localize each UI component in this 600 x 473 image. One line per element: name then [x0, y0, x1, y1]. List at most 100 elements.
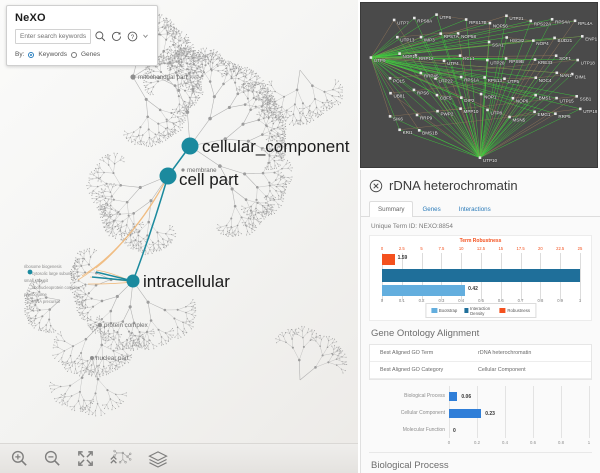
help-icon[interactable]: ?: [126, 30, 139, 43]
refresh-icon[interactable]: [110, 30, 123, 43]
gene-node-label[interactable]: RPS4A: [555, 19, 572, 25]
radio-genes-label[interactable]: Genes: [80, 51, 101, 58]
gene-node-label[interactable]: UTP22: [438, 78, 453, 84]
gene-node-label[interactable]: RPS13: [487, 77, 503, 83]
gene-node-label[interactable]: SIK6: [393, 116, 404, 122]
ontology-tree-panel[interactable]: cellular_component cell part intracellul…: [0, 0, 358, 473]
collapse-network-icon[interactable]: [109, 449, 133, 468]
gene-node-label[interactable]: RPS8A: [417, 18, 434, 24]
gridline: [580, 253, 581, 301]
gene-node-label[interactable]: UTP10: [483, 158, 498, 164]
top-axis-tick: 17.5: [516, 246, 525, 251]
gene-node-label[interactable]: UTP15: [559, 98, 575, 104]
gene-node-label[interactable]: RRP12: [419, 55, 435, 61]
gene-node-label[interactable]: UTP7: [397, 20, 410, 26]
go-term-key: Best Aligned GO Term: [380, 350, 434, 356]
term-detail-panel[interactable]: rDNA heterochromatin Summary Genes Inter…: [360, 170, 600, 473]
tree-toolbar[interactable]: [0, 443, 358, 473]
tree-node-cellular-component[interactable]: [181, 137, 199, 155]
gene-node-label[interactable]: UTP20: [490, 60, 505, 66]
layers-icon[interactable]: [147, 449, 169, 468]
gene-node-label[interactable]: ENP1: [585, 36, 597, 42]
gene-node-label[interactable]: NOC4: [538, 78, 552, 84]
gene-node-label[interactable]: RPS17B: [469, 20, 487, 26]
fit-screen-icon[interactable]: [76, 449, 95, 468]
gene-node-label[interactable]: RPS9B: [509, 59, 525, 65]
tree-label-membrane: membrane: [187, 167, 217, 174]
gene-node-label[interactable]: UTP8: [490, 110, 503, 116]
gene-node-label[interactable]: HSC82: [509, 38, 525, 44]
search-input[interactable]: [15, 29, 91, 44]
gene-node-label[interactable]: DIP2: [464, 98, 475, 104]
gene-node-label[interactable]: UB81: [393, 93, 406, 99]
gene-node-label[interactable]: NOP56: [493, 23, 509, 29]
go-alignment-title: Gene Ontology Alignment: [371, 328, 480, 339]
gene-node-label[interactable]: RPS6: [417, 90, 430, 96]
gene-node-label[interactable]: MSN5: [512, 117, 526, 123]
gene-node-label[interactable]: RRP9: [420, 115, 433, 121]
tree-node-cell-part[interactable]: [159, 167, 177, 185]
x-axis-tick: 0.4: [502, 440, 508, 445]
gene-node-label[interactable]: RPS1A: [464, 77, 481, 83]
gene-node-label[interactable]: UTP19: [583, 109, 597, 115]
gene-node-label[interactable]: KRE33: [538, 60, 554, 66]
gene-node-label[interactable]: PWP2: [440, 111, 454, 117]
gene-node-label[interactable]: KRI1: [402, 130, 414, 136]
tab-summary[interactable]: Summary: [369, 201, 414, 217]
gene-node-label[interactable]: POL5: [393, 78, 406, 84]
gene-node-label[interactable]: EMG1: [537, 112, 551, 118]
radio-genes[interactable]: [70, 51, 77, 58]
gene-node-label[interactable]: RCL1: [463, 56, 476, 62]
gene-node-label[interactable]: NAN1: [559, 73, 573, 79]
gene-node-label[interactable]: UTP21: [509, 16, 524, 22]
gene-node-label[interactable]: RPS22A: [533, 21, 552, 27]
gene-node-label[interactable]: IMP3: [424, 37, 436, 43]
gene-node-label[interactable]: UTP5: [507, 79, 520, 85]
zoom-in-icon[interactable]: [10, 449, 29, 468]
detail-tabs[interactable]: Summary Genes Interactions: [361, 200, 600, 217]
gene-node-label[interactable]: UTP9: [374, 58, 387, 64]
radio-keywords-label[interactable]: Keywords: [38, 51, 67, 58]
zoom-out-icon[interactable]: [43, 449, 62, 468]
legend-item[interactable]: Interaction Density: [464, 306, 492, 316]
go-alignment-table: Best Aligned GO Term rDNA heterochromati…: [369, 344, 592, 380]
gene-node-label[interactable]: MPP10: [463, 109, 479, 115]
gene-node-label[interactable]: DIM1: [575, 74, 587, 80]
chevron-down-icon[interactable]: [142, 30, 149, 43]
gene-node-label[interactable]: BMS1: [538, 95, 552, 101]
radio-keywords[interactable]: [28, 51, 35, 58]
tab-genes[interactable]: Genes: [422, 206, 441, 213]
gene-node-label[interactable]: NOP58: [461, 33, 477, 39]
gene-node-label[interactable]: SSA1: [492, 42, 505, 48]
gene-node-label[interactable]: RRP5: [558, 114, 571, 120]
gene-node-label[interactable]: RPS7A: [443, 34, 460, 40]
search-panel[interactable]: NeXO ? By:: [6, 5, 158, 66]
legend-item[interactable]: Bootstrap: [430, 308, 457, 313]
gene-node-label[interactable]: RRP45: [423, 73, 439, 79]
gene-node-label[interactable]: UTP4: [447, 61, 460, 67]
gene-node-label[interactable]: SOF1: [559, 56, 572, 62]
tab-interactions[interactable]: Interactions: [458, 206, 491, 213]
search-icon[interactable]: [94, 30, 107, 43]
gene-node-label[interactable]: NOP4: [536, 41, 550, 47]
go-bar-1: [449, 409, 482, 418]
gene-node-label[interactable]: UTP6: [439, 15, 452, 21]
gene-node-label[interactable]: BUD21: [557, 38, 573, 44]
tree-node-intracellular[interactable]: [126, 274, 140, 288]
ontology-tree-graph[interactable]: cellular_component cell part intracellul…: [0, 0, 358, 473]
gene-node-label[interactable]: BMS1B: [422, 130, 438, 136]
gene-node-label[interactable]: NOP14: [402, 54, 418, 60]
gene-interaction-network[interactable]: UTP9 UTP10 UTP7 RPS8A UTP6 RPS17B NOP56 UTP21 RP…: [360, 2, 598, 168]
gene-node-label[interactable]: UTP13: [400, 37, 415, 43]
gene-node-label[interactable]: SSB1: [579, 96, 592, 102]
close-circle-icon[interactable]: [369, 179, 383, 193]
bottom-axis-tick: 0.5: [478, 298, 484, 303]
gene-node-label[interactable]: NOP1: [484, 94, 498, 100]
top-axis-tick: 12.5: [476, 246, 486, 251]
gene-node-label[interactable]: NOP6: [516, 98, 530, 104]
gene-node-label[interactable]: UTP18: [580, 60, 596, 66]
legend-item[interactable]: Robustness: [499, 308, 530, 313]
gene-node-label[interactable]: RPL4A: [578, 21, 594, 27]
gene-node-label[interactable]: CBF5: [440, 95, 453, 101]
